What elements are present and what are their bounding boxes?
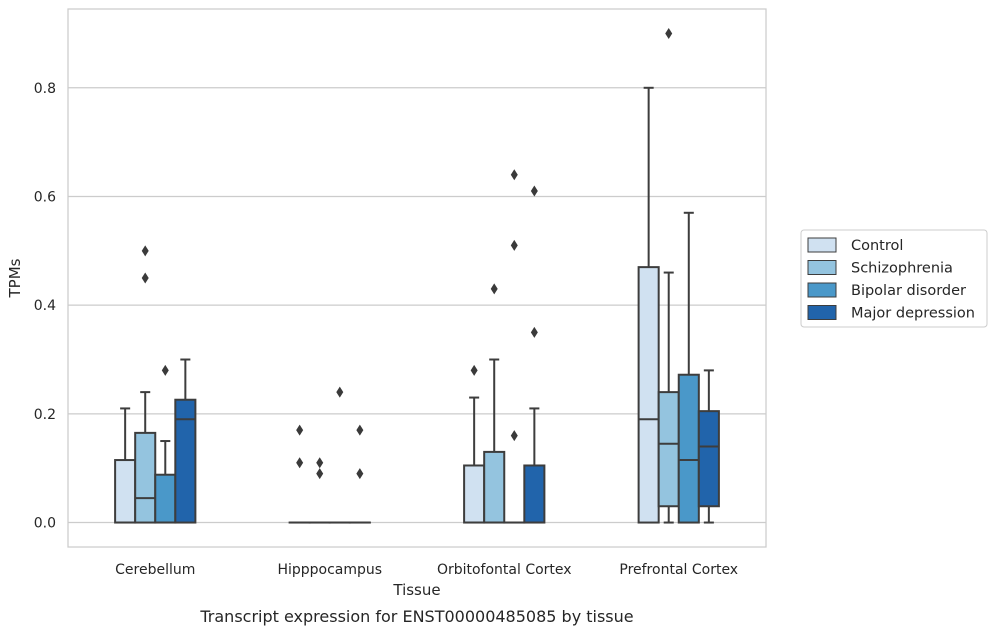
box-body	[523, 464, 546, 524]
box-body	[114, 459, 137, 524]
outlier-point	[141, 245, 149, 257]
box	[483, 283, 506, 524]
box	[677, 211, 700, 524]
box-body	[463, 464, 486, 524]
box	[657, 27, 680, 524]
box	[697, 369, 720, 524]
box	[463, 364, 486, 524]
y-tick-label: 0.2	[34, 407, 56, 423]
outlier-point	[356, 424, 364, 436]
chart-caption: Transcript expression for ENST0000048508…	[199, 607, 633, 626]
box-body	[134, 431, 157, 524]
outlier-point	[316, 457, 324, 469]
box	[523, 185, 546, 524]
outlier-point	[530, 185, 538, 197]
legend-swatch	[807, 237, 837, 253]
y-tick-label: 0.4	[34, 298, 56, 314]
x-tick-label: Cerebellum	[115, 562, 195, 578]
box-body	[677, 373, 700, 524]
box-body	[657, 391, 680, 508]
legend-label: Schizophrenia	[851, 261, 953, 277]
legend: Control Schizophrenia Bipolar disorder Majo…	[800, 229, 988, 328]
y-tick-label: 0.6	[34, 189, 56, 205]
legend-label: Major depression	[851, 306, 975, 322]
outlier-point	[530, 326, 538, 338]
outlier-point	[510, 169, 518, 181]
legend-swatch	[807, 282, 837, 298]
box-plot-area	[114, 27, 720, 524]
box-body	[637, 266, 660, 524]
x-tick-label: Orbitofontal Cortex	[437, 562, 572, 578]
legend-frame	[800, 229, 988, 328]
y-axis-title: TPMs	[6, 258, 24, 298]
plot-frame	[67, 8, 767, 548]
y-axis-ticks: 0.0 0.2 0.4 0.6 0.8	[34, 81, 56, 532]
outlier-point	[161, 364, 169, 376]
outlier-point	[296, 457, 304, 469]
box-body	[154, 473, 177, 524]
box-body	[174, 398, 197, 524]
legend-label: Bipolar disorder	[851, 283, 966, 299]
box	[174, 358, 197, 524]
legend-label: Control	[851, 238, 903, 254]
outlier-point	[336, 386, 344, 398]
box	[503, 169, 526, 524]
outlier-point	[141, 272, 149, 284]
legend-swatch	[807, 260, 837, 275]
box	[637, 86, 660, 524]
y-tick-label: 0.8	[34, 81, 56, 97]
box	[114, 407, 137, 524]
outlier-point	[665, 27, 673, 39]
outlier-point	[296, 424, 304, 436]
x-tick-label: Hipppocampus	[277, 562, 382, 578]
box	[308, 457, 331, 524]
box	[348, 424, 371, 524]
outlier-point	[316, 468, 324, 480]
x-tick-label: Prefrontal Cortex	[619, 562, 738, 578]
y-tick-label: 0.0	[34, 516, 56, 532]
legend-items: Control Schizophrenia Bipolar disorder Majo…	[807, 237, 975, 322]
legend-swatch	[807, 305, 837, 320]
outlier-point	[510, 430, 518, 442]
box	[288, 424, 311, 524]
x-axis-title: Tissue	[392, 581, 440, 599]
box-body	[697, 410, 720, 508]
outlier-point	[470, 364, 478, 376]
outlier-point	[356, 468, 364, 480]
outlier-point	[490, 283, 498, 295]
box	[134, 245, 157, 524]
x-axis-ticks: Cerebellum Hipppocampus Orbitofontal Corte…	[115, 562, 738, 578]
box	[154, 364, 177, 524]
box	[328, 386, 351, 524]
outlier-point	[510, 239, 518, 251]
box-body	[483, 450, 506, 524]
